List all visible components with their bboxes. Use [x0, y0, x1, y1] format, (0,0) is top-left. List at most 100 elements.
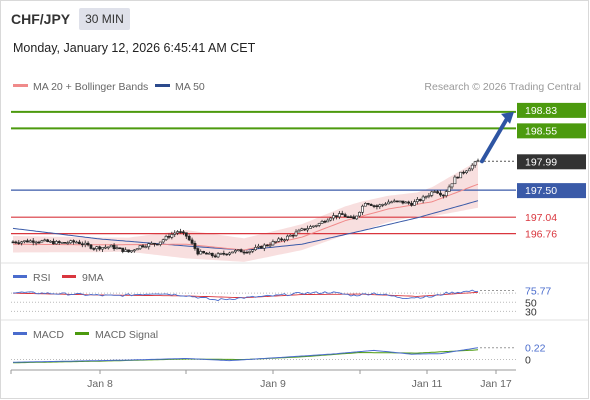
candle	[83, 240, 87, 248]
candle	[257, 243, 260, 249]
candle-body-down	[245, 251, 249, 254]
candle	[441, 194, 445, 199]
candle-body-down	[63, 242, 67, 244]
candle-body-down	[156, 243, 159, 246]
candle	[381, 203, 385, 208]
candle	[106, 246, 110, 250]
candle	[141, 244, 145, 249]
candle-body-up	[294, 231, 298, 236]
candle-body-up	[389, 201, 393, 204]
candle-body-up	[233, 250, 237, 253]
candle	[72, 239, 76, 245]
timeframe-badge[interactable]: 30 MIN	[79, 8, 130, 30]
candle	[130, 250, 133, 253]
candle	[462, 170, 465, 175]
candle	[202, 250, 206, 254]
candle-body-down	[182, 231, 185, 234]
candle-body-up	[467, 168, 471, 172]
candle-body-down	[259, 245, 263, 249]
candle-body-up	[476, 160, 480, 163]
candle	[389, 200, 393, 204]
candle-body-up	[332, 215, 335, 219]
candle	[352, 214, 356, 220]
candle-body-down	[46, 239, 50, 243]
candle	[78, 239, 81, 245]
candle	[320, 219, 324, 224]
candle-body-down	[340, 213, 344, 215]
x-tick-label-0: Jan 8	[87, 378, 113, 390]
symbol-title: CHF/JPY	[11, 11, 71, 27]
candle-body-down	[80, 243, 84, 246]
candle-body-up	[34, 241, 38, 244]
candle	[182, 229, 185, 236]
candle-body-down	[343, 214, 347, 217]
candle-body-down	[57, 241, 61, 243]
signal-legend-swatch	[75, 332, 89, 335]
candle-body-up	[329, 217, 333, 221]
candle	[69, 239, 73, 245]
candle	[239, 248, 243, 253]
candle-body-up	[392, 200, 396, 203]
candle-body-down	[31, 240, 35, 243]
candle-body-up	[199, 251, 203, 255]
candle	[418, 198, 422, 202]
candle	[470, 163, 474, 171]
candle-body-up	[150, 242, 154, 245]
candle	[23, 240, 26, 244]
candle	[109, 244, 113, 248]
candle	[349, 214, 353, 219]
signal-legend-label: MACD Signal	[95, 329, 158, 341]
candle	[384, 202, 387, 206]
candle	[465, 170, 468, 175]
candle-body-up	[387, 201, 390, 205]
candle	[317, 222, 321, 228]
candle	[46, 238, 50, 243]
candle	[219, 252, 223, 255]
candle-body-down	[439, 192, 442, 196]
x-axis: Jan 8 Jan 9 Jan 11 Jan 17	[10, 370, 512, 390]
candle-body-up	[164, 236, 168, 241]
candle	[187, 234, 191, 242]
candle-body-up	[251, 249, 255, 252]
level-label-box-1	[517, 123, 586, 139]
candle	[26, 238, 29, 243]
candle	[147, 242, 151, 250]
candle	[453, 175, 457, 185]
candle	[395, 200, 399, 203]
candle-body-down	[121, 247, 125, 252]
candle	[89, 243, 93, 250]
candle-body-up	[447, 186, 451, 192]
candle	[291, 234, 295, 239]
candle-body-up	[317, 223, 321, 226]
level-label-box-3	[517, 183, 586, 199]
candle-body-down	[352, 216, 356, 220]
candle	[378, 203, 382, 209]
candle-body-up	[207, 252, 211, 255]
candle	[332, 212, 335, 221]
candle	[421, 194, 425, 204]
candle-body-up	[337, 213, 341, 218]
candle-body-down	[86, 242, 90, 246]
candle	[343, 212, 347, 217]
candle-body-down	[303, 228, 307, 231]
candle-body-up	[138, 245, 142, 250]
candle-body-down	[407, 201, 411, 204]
candle-body-down	[167, 236, 171, 238]
candle	[294, 229, 298, 237]
candle-body-down	[436, 191, 439, 194]
candle	[228, 251, 232, 256]
candle-body-up	[109, 244, 113, 248]
level-label-box-2	[517, 154, 586, 170]
candle	[280, 237, 284, 242]
rsi-legend-label: RSI	[33, 272, 51, 284]
candle-body-up	[115, 247, 119, 250]
candle	[262, 243, 266, 252]
candle-body-up	[170, 234, 174, 238]
candle	[14, 240, 18, 245]
candle	[427, 193, 431, 199]
candle	[283, 238, 286, 243]
candle	[144, 244, 148, 249]
candle-body-up	[361, 205, 364, 213]
candle-body-down	[37, 241, 41, 244]
candle-body-up	[384, 203, 387, 206]
